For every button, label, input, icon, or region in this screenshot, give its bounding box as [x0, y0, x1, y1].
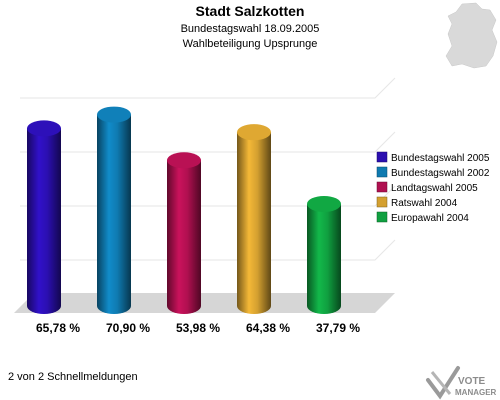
- bars: [27, 106, 341, 314]
- bar-top: [97, 106, 131, 123]
- legend-label-1: Bundestagswahl 2005: [391, 153, 490, 164]
- germany-map-icon: [445, 2, 498, 69]
- bar-4: [237, 124, 271, 314]
- value-labels: 65,78 % 70,90 % 53,98 % 64,38 % 37,79 %: [36, 321, 360, 335]
- bar-2: [97, 106, 131, 314]
- logo-text-manager: MANAGER: [455, 388, 497, 397]
- gridlines: [20, 77, 396, 261]
- bar-body: [97, 114, 131, 314]
- bar-top: [27, 120, 61, 137]
- bar-top: [237, 124, 271, 141]
- value-label-4: 64,38 %: [246, 321, 290, 335]
- legend-label-4: Ratswahl 2004: [391, 198, 458, 209]
- bar-3: [167, 152, 201, 314]
- bar-body: [307, 203, 341, 314]
- legend: Bundestagswahl 2005 Bundestagswahl 2002 La…: [376, 151, 490, 224]
- value-label-5: 37,79 %: [316, 321, 360, 335]
- bar-1: [27, 120, 61, 314]
- gridline: [20, 239, 396, 261]
- footer-text: 2 von 2 Schnellmeldungen: [8, 371, 138, 383]
- logo-text-vote: VOTE: [458, 376, 486, 387]
- legend-label-3: Landtagswahl 2005: [391, 183, 478, 194]
- bar-top: [167, 152, 201, 169]
- gridline: [20, 185, 396, 207]
- bar-body: [27, 128, 61, 314]
- value-label-3: 53,98 %: [176, 321, 220, 335]
- value-label-2: 70,90 %: [106, 321, 150, 335]
- chart-subtitle-2: Wahlbeteiligung Upsprunge: [183, 38, 318, 50]
- gridline: [20, 131, 396, 153]
- chart-subtitle-1: Bundestagswahl 18.09.2005: [181, 23, 320, 35]
- value-label-1: 65,78 %: [36, 321, 80, 335]
- checkmark-icon: [426, 366, 460, 400]
- legend-swatch-4: [376, 196, 388, 208]
- legend-swatch-1: [376, 151, 388, 163]
- legend-label-5: Europawahl 2004: [391, 213, 469, 224]
- gridline: [20, 77, 396, 99]
- chart-title: Stadt Salzkotten: [196, 3, 305, 19]
- vote-manager-logo: VOTE MANAGER: [426, 366, 497, 400]
- bar-body: [167, 160, 201, 314]
- legend-swatch-5: [376, 211, 388, 223]
- legend-label-2: Bundestagswahl 2002: [391, 168, 490, 179]
- bar-top: [307, 195, 341, 212]
- legend-swatch-3: [376, 181, 388, 193]
- bar-5: [307, 195, 341, 314]
- bar-body: [237, 132, 271, 314]
- legend-swatch-2: [376, 166, 388, 178]
